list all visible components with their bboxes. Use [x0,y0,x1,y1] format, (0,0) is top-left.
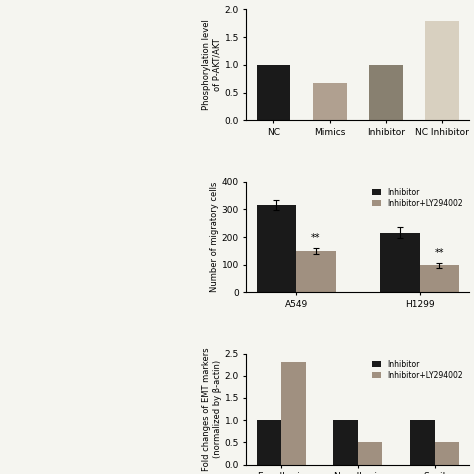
Bar [281,363,306,465]
Bar [256,205,296,292]
Bar [435,442,459,465]
Y-axis label: Fold changes of EMT markers
(normalized by β-actin): Fold changes of EMT markers (normalized … [202,347,222,471]
Y-axis label: Phosphorylation level
of P-AKT/AKT: Phosphorylation level of P-AKT/AKT [202,19,222,110]
Bar [313,83,346,120]
Y-axis label: Number of migratory cells: Number of migratory cells [210,182,219,292]
Bar [333,420,358,465]
Text: **: ** [435,248,444,258]
Bar [419,265,459,292]
Legend: Inhibitor, Inhibitor+LY294002: Inhibitor, Inhibitor+LY294002 [370,185,465,210]
Bar [256,65,291,120]
Bar [256,420,281,465]
Bar [380,233,419,292]
Bar [296,251,336,292]
Bar [425,20,459,120]
Legend: Inhibitor, Inhibitor+LY294002: Inhibitor, Inhibitor+LY294002 [370,357,465,382]
Bar [369,65,403,120]
Text: **: ** [311,233,320,243]
Bar [410,420,435,465]
Bar [358,442,383,465]
